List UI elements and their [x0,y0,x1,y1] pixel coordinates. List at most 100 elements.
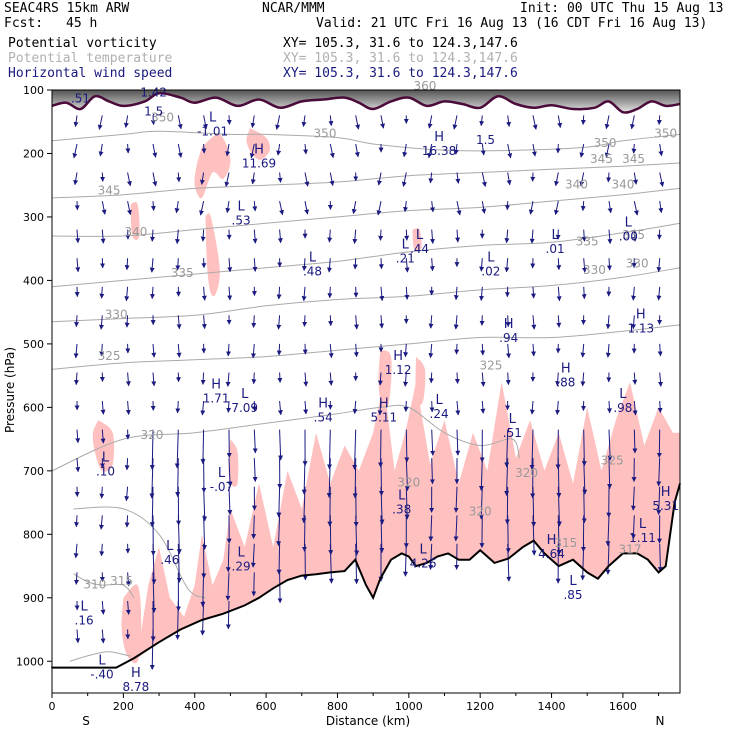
x-tick-label: 400 [184,700,205,713]
wind-vector [605,543,611,575]
theta-contour-label: 325 [601,454,624,468]
wind-vector [580,201,586,212]
wind-vector [581,486,587,524]
high-marker: H [561,362,571,377]
wind-vector [604,115,610,130]
wind-vector [380,115,386,129]
wind-vector [504,229,510,244]
wind-vector [174,201,180,214]
wind-vector [581,429,587,467]
wind-vector [428,315,434,329]
wind-vector [75,458,81,473]
theta-contour-label: 335 [622,228,645,242]
wind-vector [480,143,486,156]
wind-vector [379,286,385,302]
wind-vector [631,315,637,330]
wind-vector [100,172,106,182]
wind-vector [150,286,155,300]
extremum-value: .85 [563,588,582,602]
y-tick-label: 700 [23,465,44,478]
wind-vector [175,458,181,498]
x-axis-ticks: 0 200 400 600 800 1000 1200 1400 1600 [49,693,660,713]
pv-contour [52,91,680,114]
wind-vector [531,315,537,330]
wind-vector [251,515,257,540]
wind-vector [505,372,511,386]
wind-vector [72,143,78,159]
theta-contour-315 [73,506,206,599]
theta-contour-label: 340 [611,177,634,191]
wind-vector [328,315,334,327]
pv-contour-label: .51 [71,92,90,106]
wind-vector [607,429,613,461]
wind-vector [632,229,638,242]
wind-vector [201,286,207,301]
wind-vector [276,543,282,575]
wind-vector [606,400,612,414]
wind-vector [225,543,231,573]
low-marker: L [551,228,559,243]
wind-vector [75,429,81,444]
extremum-value: .00 [619,230,638,244]
terrain [51,483,681,669]
x-tick-label: 1600 [609,700,637,713]
wind-vector [582,458,588,495]
high-marker: H [131,666,141,681]
y-tick-label: 100 [23,84,44,97]
wind-vector [530,286,536,299]
contour-labels: 310 315 320 315 320 317 320 325 325 320 325 330 330 3… [71,79,677,591]
extremum-value: .53 [232,214,251,228]
wind-vector [176,343,182,358]
wind-vector [556,315,562,328]
wind-vector [377,372,383,386]
low-marker: L [309,250,317,265]
wind-vector [127,200,132,216]
wind-vector [478,458,484,491]
wind-vector [278,429,284,461]
wind-vector [328,343,334,359]
extremum-value: 4.26 [410,556,437,570]
wind-vector [529,229,535,244]
wind-vector [124,458,130,471]
extremum-value: 5.11 [370,410,397,424]
wind-vector [124,486,130,502]
pv-lower-shading [137,382,680,659]
wind-vector [75,629,81,644]
wind-vector [277,572,283,604]
theta-contour-label: 345 [590,152,613,166]
wind-vector [659,172,665,187]
wind-vector [149,258,155,273]
wind-vector [149,486,155,528]
theta-contour-label: 330 [105,308,128,322]
wind-vector [658,201,664,214]
pv-contour-label: 1.5 [144,104,163,118]
x-tick-label: 1000 [395,700,423,713]
wind-vector [556,515,562,556]
wind-vector [303,143,309,155]
wind-vector [225,572,231,601]
wind-vector [177,115,183,130]
extremum-value: .38 [392,502,411,516]
wind-vector [506,172,512,186]
low-marker: L [416,228,424,243]
wind-vector [556,286,562,302]
wind-vector [506,115,512,127]
extremum-value: 1.13 [627,322,654,336]
wind-vector [301,115,307,127]
wind-vector [453,315,459,330]
wind-vector [579,143,585,158]
wind-vector [125,143,131,154]
extremum-value: .98 [613,401,632,415]
wind-vector [327,429,333,470]
wind-vector [453,143,459,155]
low-marker: L [102,450,110,465]
low-marker: L [569,574,577,589]
wind-vector [605,315,611,330]
wind-vector [149,629,155,670]
wind-vector [656,258,662,273]
wind-vector [479,258,485,272]
wind-vector [455,400,461,416]
low-marker: L [218,466,226,481]
extremum-value: .51 [503,426,522,440]
wind-vector [377,400,383,416]
